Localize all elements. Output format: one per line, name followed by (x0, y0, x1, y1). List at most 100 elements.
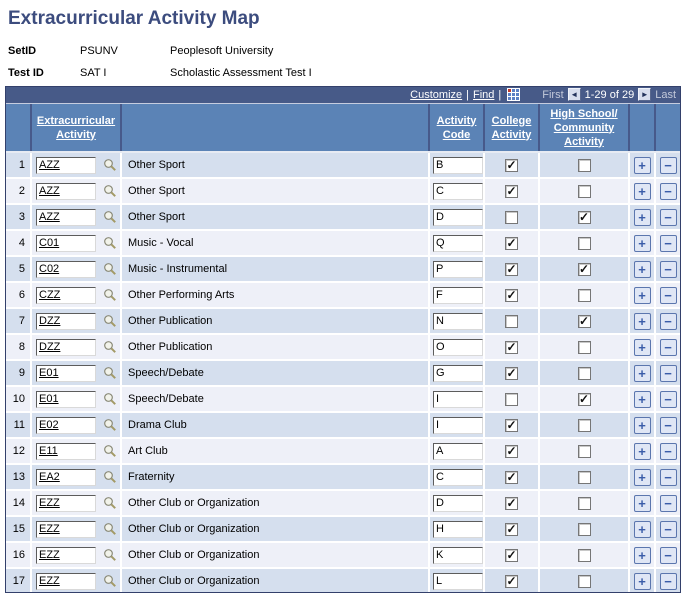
lookup-icon[interactable] (103, 418, 117, 432)
delete-row-button[interactable]: − (659, 338, 677, 356)
activity-input[interactable] (36, 234, 96, 252)
lookup-icon[interactable] (103, 444, 117, 458)
college-activity-checkbox[interactable]: ✓ (505, 365, 518, 380)
lookup-icon[interactable] (103, 184, 117, 198)
activity-input[interactable] (36, 520, 96, 538)
lookup-icon[interactable] (103, 470, 117, 484)
add-row-button[interactable]: + (633, 494, 651, 512)
hs-community-checkbox[interactable] (577, 236, 591, 250)
activity-input[interactable] (36, 156, 96, 174)
activity-code-sort-link[interactable]: Activity Code (436, 114, 477, 141)
college-activity-checkbox[interactable]: ✓ (505, 443, 518, 458)
lookup-icon[interactable] (103, 158, 117, 172)
delete-row-button[interactable]: − (659, 234, 677, 252)
lookup-icon[interactable] (103, 496, 117, 510)
activity-code-input[interactable] (433, 156, 483, 174)
college-activity-checkbox[interactable]: ✓ (505, 469, 518, 484)
activity-code-input[interactable] (433, 520, 483, 538)
hs-community-checkbox[interactable] (577, 184, 591, 198)
add-row-button[interactable]: + (633, 442, 651, 460)
hs-community-checkbox[interactable]: ✓ (577, 209, 591, 224)
activity-code-input[interactable] (433, 390, 483, 408)
hs-community-checkbox[interactable] (577, 522, 591, 536)
delete-row-button[interactable]: − (659, 286, 677, 304)
activity-input[interactable] (36, 286, 96, 304)
hs-community-activity-sort-link[interactable]: High School/ Community Activity (550, 107, 618, 148)
activity-code-input[interactable] (433, 208, 483, 226)
delete-row-button[interactable]: − (659, 520, 677, 538)
activity-code-input[interactable] (433, 442, 483, 460)
add-row-button[interactable]: + (633, 520, 651, 538)
add-row-button[interactable]: + (633, 390, 651, 408)
college-activity-checkbox[interactable]: ✓ (505, 339, 518, 354)
activity-input[interactable] (36, 572, 96, 590)
lookup-icon[interactable] (103, 314, 117, 328)
activity-code-input[interactable] (433, 468, 483, 486)
college-activity-checkbox[interactable] (505, 392, 518, 406)
activity-code-input[interactable] (433, 182, 483, 200)
lookup-icon[interactable] (103, 574, 117, 588)
college-activity-checkbox[interactable]: ✓ (505, 573, 518, 588)
add-row-button[interactable]: + (633, 416, 651, 434)
activity-code-input[interactable] (433, 494, 483, 512)
activity-input[interactable] (36, 494, 96, 512)
delete-row-button[interactable]: − (659, 156, 677, 174)
hs-community-checkbox[interactable]: ✓ (577, 391, 591, 406)
find-link[interactable]: Find (473, 88, 495, 101)
lookup-icon[interactable] (103, 236, 117, 250)
delete-row-button[interactable]: − (659, 442, 677, 460)
add-row-button[interactable]: + (633, 338, 651, 356)
activity-input[interactable] (36, 468, 96, 486)
delete-row-button[interactable]: − (659, 390, 677, 408)
add-row-button[interactable]: + (633, 208, 651, 226)
delete-row-button[interactable]: − (659, 416, 677, 434)
hs-community-checkbox[interactable] (577, 366, 591, 380)
hs-community-checkbox[interactable] (577, 574, 591, 588)
add-row-button[interactable]: + (633, 260, 651, 278)
college-activity-checkbox[interactable] (505, 314, 518, 328)
college-activity-checkbox[interactable]: ✓ (505, 261, 518, 276)
activity-code-input[interactable] (433, 286, 483, 304)
lookup-icon[interactable] (103, 522, 117, 536)
college-activity-checkbox[interactable]: ✓ (505, 417, 518, 432)
delete-row-button[interactable]: − (659, 546, 677, 564)
activity-input[interactable] (36, 390, 96, 408)
hs-community-checkbox[interactable] (577, 158, 591, 172)
activity-code-input[interactable] (433, 312, 483, 330)
activity-input[interactable] (36, 312, 96, 330)
delete-row-button[interactable]: − (659, 260, 677, 278)
activity-input[interactable] (36, 416, 96, 434)
delete-row-button[interactable]: − (659, 364, 677, 382)
delete-row-button[interactable]: − (659, 182, 677, 200)
extracurricular-activity-sort-link[interactable]: Extracurricular Activity (36, 114, 116, 141)
lookup-icon[interactable] (103, 340, 117, 354)
hs-community-checkbox[interactable] (577, 444, 591, 458)
activity-code-input[interactable] (433, 364, 483, 382)
hs-community-checkbox[interactable] (577, 340, 591, 354)
activity-input[interactable] (36, 260, 96, 278)
activity-input[interactable] (36, 546, 96, 564)
lookup-icon[interactable] (103, 548, 117, 562)
college-activity-checkbox[interactable]: ✓ (505, 287, 518, 302)
college-activity-checkbox[interactable]: ✓ (505, 235, 518, 250)
college-activity-checkbox[interactable]: ✓ (505, 547, 518, 562)
hs-community-checkbox[interactable] (577, 496, 591, 510)
add-row-button[interactable]: + (633, 572, 651, 590)
delete-row-button[interactable]: − (659, 572, 677, 590)
hs-community-checkbox[interactable]: ✓ (577, 261, 591, 276)
hs-community-checkbox[interactable] (577, 288, 591, 302)
delete-row-button[interactable]: − (659, 494, 677, 512)
activity-code-input[interactable] (433, 546, 483, 564)
lookup-icon[interactable] (103, 262, 117, 276)
add-row-button[interactable]: + (633, 286, 651, 304)
delete-row-button[interactable]: − (659, 312, 677, 330)
college-activity-checkbox[interactable]: ✓ (505, 521, 518, 536)
activity-input[interactable] (36, 182, 96, 200)
next-page-button[interactable]: ► (638, 88, 652, 101)
add-row-button[interactable]: + (633, 468, 651, 486)
activity-code-input[interactable] (433, 338, 483, 356)
college-activity-checkbox[interactable]: ✓ (505, 495, 518, 510)
hs-community-checkbox[interactable] (577, 548, 591, 562)
add-row-button[interactable]: + (633, 182, 651, 200)
activity-input[interactable] (36, 338, 96, 356)
